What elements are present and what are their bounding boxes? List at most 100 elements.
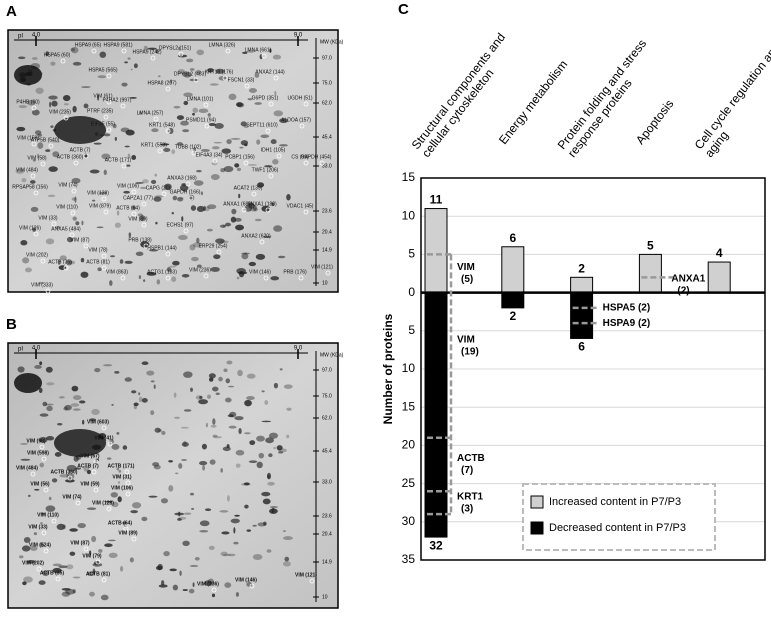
spot-marker xyxy=(203,273,209,279)
spot-label: VIM (202) xyxy=(22,560,44,566)
mw-tick-label: 14.9 xyxy=(322,559,332,565)
spot-label: ANXA1 (180) xyxy=(247,201,277,207)
gel-spot xyxy=(64,404,72,411)
gel-spot xyxy=(199,461,208,466)
gel-spot xyxy=(208,545,215,551)
gel-spot xyxy=(270,139,277,145)
spot-marker xyxy=(165,251,171,257)
gel-spot xyxy=(15,168,25,174)
spot-label: G6PD (351) xyxy=(252,95,279,101)
gel-spot xyxy=(48,95,58,100)
gel-spot xyxy=(21,178,27,183)
gel-spot xyxy=(179,570,182,576)
spot-label: HSPA9 (65) xyxy=(75,42,102,48)
gel-spot xyxy=(180,120,189,126)
gel-spot xyxy=(122,445,128,450)
spot-marker xyxy=(69,232,75,238)
spot-label: VIM (61) xyxy=(93,93,113,99)
spot-label: EIF4A3 (34) xyxy=(196,152,223,158)
gel-spot xyxy=(34,130,42,135)
gel-spot xyxy=(225,378,231,384)
gel-spot xyxy=(116,467,120,471)
spot-marker xyxy=(298,275,304,281)
gel-spot xyxy=(52,151,60,158)
gel-spot xyxy=(72,589,76,594)
gel-spot xyxy=(148,495,158,498)
gel-spot xyxy=(111,444,120,450)
gel-spot xyxy=(108,552,118,559)
gel-spot xyxy=(157,75,161,78)
spot-label: ANXA3 (168) xyxy=(167,175,197,181)
spot-marker xyxy=(30,173,36,179)
gel-spot xyxy=(71,46,79,54)
gel-spot xyxy=(118,469,122,473)
gel-spot xyxy=(186,58,194,63)
spot-marker xyxy=(83,243,89,249)
spot-label: HSPA5 (565) xyxy=(88,67,117,73)
gel-spot xyxy=(97,75,107,79)
gel-spot xyxy=(219,510,229,513)
gel-spot xyxy=(235,224,245,231)
gel-spot xyxy=(59,255,67,261)
spot-label: P4HB (60) xyxy=(16,99,40,105)
gel-spot xyxy=(57,259,61,265)
gel-spot xyxy=(112,123,117,129)
spot-label: VIM (106) xyxy=(117,183,139,189)
gel-spot xyxy=(241,253,249,260)
annotation-count: (3) xyxy=(461,503,473,514)
spot-label: GAPDH (166) xyxy=(170,189,201,195)
annotation-count: (7) xyxy=(461,465,473,476)
spot-marker xyxy=(40,161,46,167)
gel-spot xyxy=(267,474,270,479)
bar xyxy=(501,292,525,309)
spot-marker xyxy=(60,58,66,64)
gel-spot xyxy=(172,195,178,201)
spot-marker xyxy=(101,265,107,271)
gel-spot xyxy=(176,115,185,120)
gel-spot xyxy=(18,105,27,109)
gel-spot xyxy=(45,238,55,245)
gel-spot xyxy=(59,474,70,478)
spot-marker xyxy=(165,86,171,92)
spot-label: ACAT2 (139) xyxy=(234,185,263,191)
gel-spot xyxy=(228,385,235,388)
spot-marker xyxy=(39,444,45,450)
gel-spot xyxy=(246,396,255,401)
gel-spot xyxy=(150,380,155,383)
spot-marker xyxy=(212,158,218,164)
gel-spot xyxy=(40,522,43,524)
gel-spot xyxy=(233,541,239,545)
spot-marker xyxy=(249,583,255,589)
gel-spot xyxy=(109,439,115,444)
gel-spot xyxy=(57,422,63,426)
gel-spot xyxy=(203,205,206,212)
spot-marker xyxy=(43,548,49,554)
gel-spot xyxy=(246,582,253,587)
gel-spot xyxy=(163,147,171,152)
gel-spot xyxy=(183,371,193,378)
bar xyxy=(638,253,662,294)
gel-spot xyxy=(50,61,56,66)
gel-spot xyxy=(23,537,31,544)
spot-label: VIM (78) xyxy=(88,247,108,253)
gel-spot xyxy=(86,507,97,510)
gel-spot xyxy=(155,49,159,54)
gel-spot xyxy=(20,240,28,246)
gel-spot xyxy=(72,61,82,66)
spot-marker xyxy=(106,73,112,79)
spot-label: LMNA (661) xyxy=(245,47,272,53)
spot-marker xyxy=(265,128,271,134)
mw-tick-label: 33.0 xyxy=(322,163,332,169)
spot-marker xyxy=(161,191,167,197)
gel-spot xyxy=(71,385,79,392)
gel-spot xyxy=(221,531,230,535)
spot-marker xyxy=(204,123,210,129)
gel-spot xyxy=(154,427,161,433)
gel-spot xyxy=(38,580,46,585)
gel-spot xyxy=(151,128,159,133)
mw-title: MW (KDa) xyxy=(320,352,344,358)
gel-spot xyxy=(38,436,48,443)
gel-spot xyxy=(33,532,38,536)
spot-marker xyxy=(222,75,228,81)
gel-spot xyxy=(160,143,170,146)
